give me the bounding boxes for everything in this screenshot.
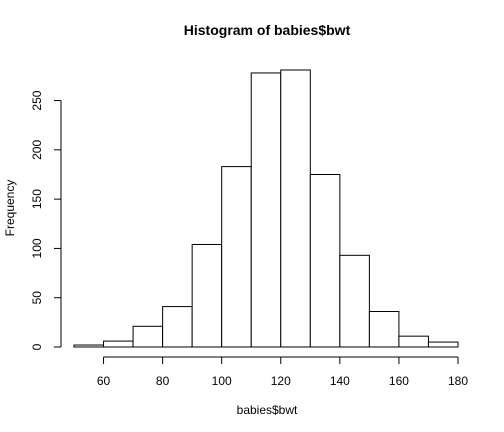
x-tick-label: 140	[330, 374, 350, 388]
histogram-bar	[73, 344, 105, 348]
histogram-bar	[339, 254, 370, 348]
y-tick-label: 250	[30, 90, 44, 110]
x-tick-label: 80	[156, 374, 170, 388]
bars-group	[73, 69, 459, 348]
histogram-bar	[221, 166, 252, 348]
x-tick-label: 100	[212, 374, 232, 388]
histogram-bar	[162, 306, 193, 348]
histogram-bar	[368, 311, 400, 348]
y-tick-label: 100	[30, 238, 44, 258]
chart-title: Histogram of babies$bwt	[184, 22, 351, 38]
histogram-bar	[427, 341, 459, 348]
y-tick-label: 200	[30, 140, 44, 160]
histogram-bar	[191, 243, 223, 348]
histogram-bar	[280, 69, 311, 348]
x-axis-label: babies$bwt	[237, 403, 298, 417]
histogram-bar	[398, 335, 429, 348]
x-tick-label: 120	[271, 374, 291, 388]
histogram-bar	[103, 340, 134, 348]
y-axis-label: Frequency	[3, 180, 17, 237]
histogram-bar	[309, 173, 341, 348]
histogram-bar	[132, 325, 164, 348]
histogram-bar	[250, 72, 282, 348]
y-tick-label: 0	[30, 343, 44, 350]
x-tick-label: 180	[448, 374, 468, 388]
y-axis: 0 50 100 150 200 250	[30, 90, 62, 350]
x-tick-label: 60	[97, 374, 111, 388]
x-tick-label: 160	[389, 374, 409, 388]
y-tick-label: 50	[30, 291, 44, 305]
y-tick-label: 150	[30, 189, 44, 209]
x-axis: 60 80 100 120 140 160 180	[97, 356, 468, 388]
